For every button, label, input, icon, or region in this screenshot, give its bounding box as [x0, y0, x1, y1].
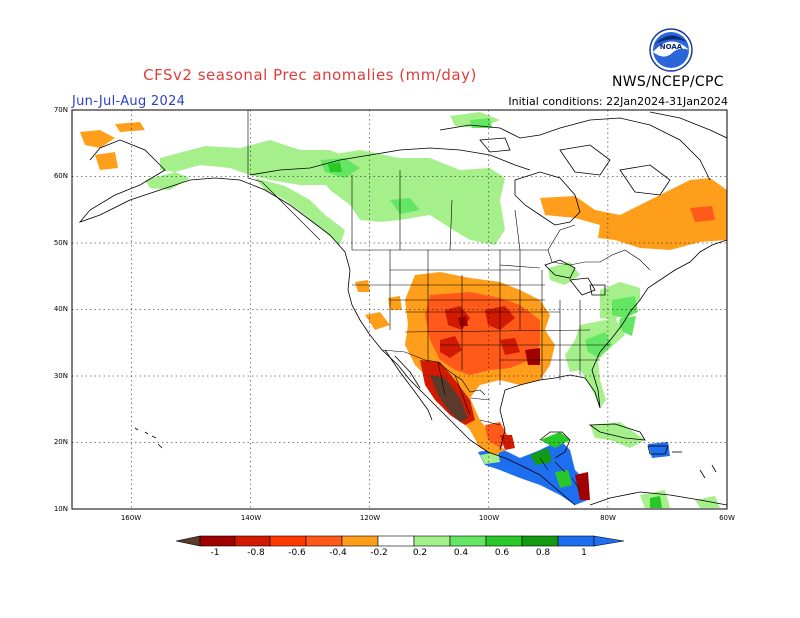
coastlines — [78, 111, 727, 506]
lat-label-60n: 60N — [53, 172, 68, 180]
season-label: Jun-Jul-Aug 2024 — [72, 94, 186, 109]
initial-conditions-label: Initial conditions: 22Jan2024-31Jan2024 — [508, 95, 728, 108]
dry-anomaly-mexico — [420, 360, 515, 450]
colorbar-label-08: 0.8 — [535, 548, 551, 558]
lat-label-10n: 10N — [53, 505, 68, 513]
dry-anomaly-northwest-alaska — [80, 122, 145, 170]
lat-label-70n: 70N — [53, 106, 68, 114]
lon-label-100w: 100W — [478, 514, 500, 522]
agency-label: NWS/NCEP/CPC — [612, 74, 724, 90]
colorbar-label-minus1: -1 — [210, 548, 220, 558]
colorbar-label-06: 0.6 — [494, 548, 510, 558]
colorbar-label-minus06: -0.6 — [288, 548, 306, 558]
wet-anomaly-canada — [310, 112, 580, 285]
political-borders — [247, 110, 651, 491]
colorbar-label-minus04: -0.4 — [329, 548, 347, 558]
wet-anomaly-alaska — [145, 140, 350, 245]
wet-anomaly-central-america — [478, 432, 590, 505]
lon-label-120w: 120W — [359, 514, 381, 522]
colorbar-label-04: 0.4 — [453, 548, 469, 558]
lon-label-60w: 60W — [719, 514, 735, 522]
lat-label-30n: 30N — [53, 372, 68, 380]
noaa-logo-icon: NOAA — [649, 28, 693, 72]
dry-anomaly-great-plains — [405, 272, 555, 455]
colorbar-label-minus02: -0.2 — [370, 548, 388, 558]
lon-label-140w: 140W — [240, 514, 262, 522]
gridlines — [72, 110, 727, 509]
dry-anomaly-eastern-canada — [540, 178, 727, 250]
colorbar-label-minus08: -0.8 — [247, 548, 265, 558]
lon-label-160w: 160W — [120, 514, 142, 522]
lat-label-20n: 20N — [53, 438, 68, 446]
map-title: CFSv2 seasonal Prec anomalies (mm/day) — [143, 66, 477, 84]
lat-label-40n: 40N — [53, 305, 68, 313]
colorbar-label-1: 1 — [581, 548, 587, 558]
lat-label-50n: 50N — [53, 239, 68, 247]
dry-anomaly-us-west — [355, 280, 402, 330]
colorbar-label-02: 0.2 — [412, 548, 428, 558]
svg-text:NOAA: NOAA — [660, 43, 683, 51]
lon-label-80w: 80W — [600, 514, 616, 522]
